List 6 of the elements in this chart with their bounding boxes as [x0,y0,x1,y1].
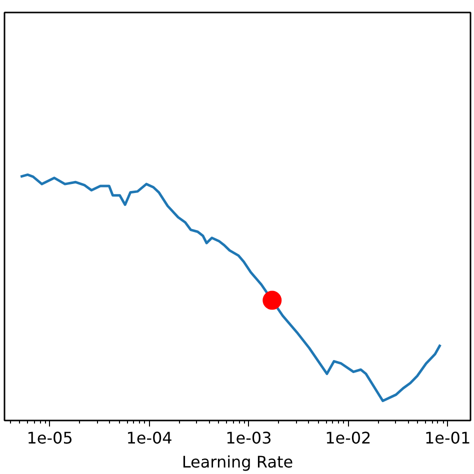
x-tick-label: 1e-05 [26,428,73,448]
x-tick-label: 1e-01 [424,428,471,448]
x-tick-label: 1e-04 [126,428,172,448]
x-tick-label: 1e-03 [226,428,272,448]
x-axis-title: Learning Rate [182,452,294,472]
x-tick-label: 1e-02 [325,428,372,448]
